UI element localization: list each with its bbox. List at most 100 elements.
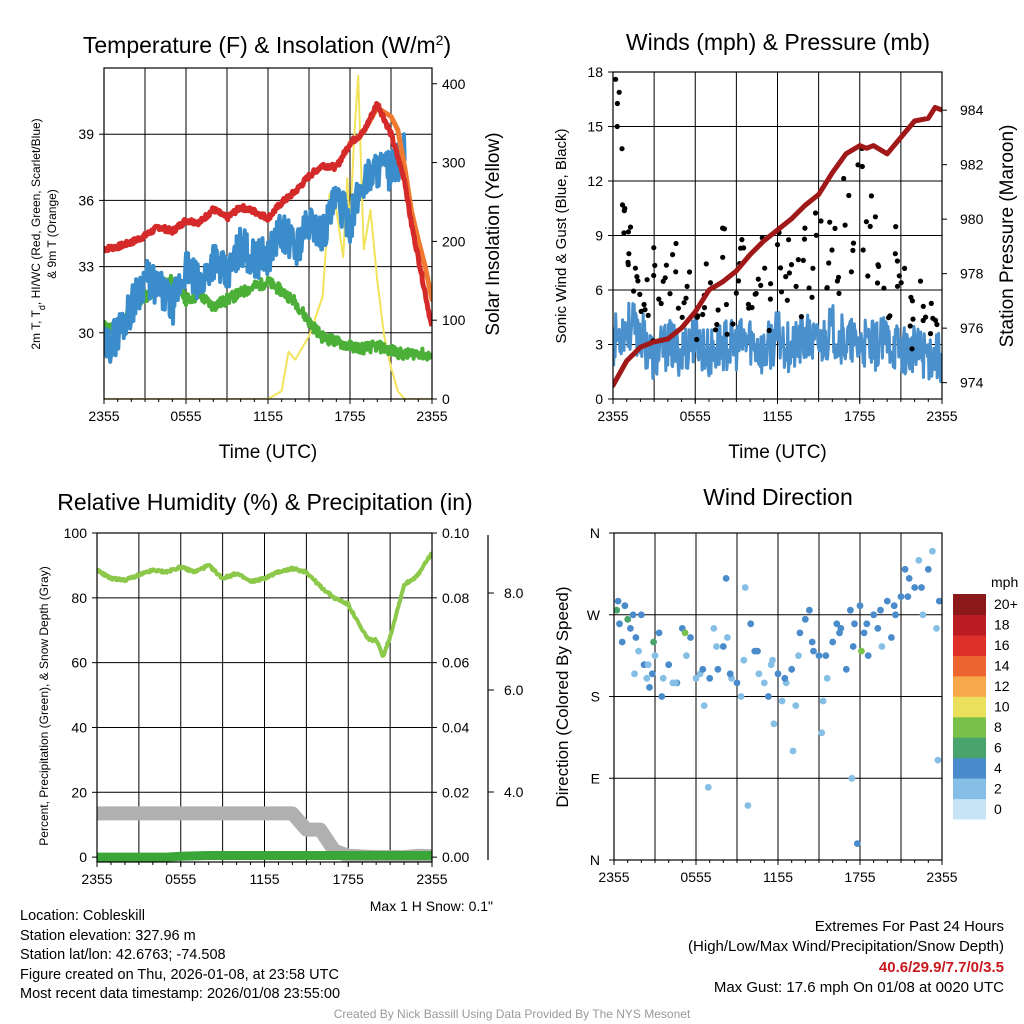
direction-point: [770, 720, 778, 728]
snow-annotation: Max 1 H Snow: 0.1": [370, 898, 493, 914]
direction-point: [858, 647, 865, 655]
direction-point: [870, 611, 878, 619]
dir-xtick-label: 2355: [926, 869, 957, 885]
direction-point: [687, 634, 694, 641]
gust-point: [700, 311, 706, 318]
gust-point: [735, 278, 742, 284]
temp-title-sup: 2: [436, 32, 444, 48]
direction-point: [635, 647, 642, 655]
gust-point: [745, 301, 752, 307]
direction-point: [659, 674, 667, 682]
gust-point: [658, 300, 664, 307]
direction-point: [810, 647, 817, 655]
rh-y2tick-label: 0.00: [442, 849, 469, 865]
temp-ylabel-right: Solar Insolation (Yellow): [483, 132, 504, 335]
gust-point: [762, 265, 768, 271]
direction-point: [792, 702, 800, 709]
direction-point: [897, 593, 905, 600]
wind-ylabel-right: Station Pressure (Maroon): [997, 125, 1018, 348]
rh-y2tick-label: 0.04: [442, 719, 469, 735]
dir-ytick-label: E: [591, 770, 600, 786]
gust-point: [802, 225, 808, 231]
gust-point: [786, 237, 792, 243]
gust-point: [846, 192, 852, 199]
gust-point: [872, 214, 879, 220]
gust-point: [777, 265, 784, 271]
rh-xtick-label: 1155: [249, 871, 279, 887]
direction-point: [706, 674, 714, 682]
rh-ytick-label: 80: [71, 590, 87, 606]
gust-point: [673, 269, 679, 275]
gust-point: [842, 222, 848, 228]
colorbar-label: 12: [994, 678, 1010, 694]
gust-point: [927, 331, 934, 337]
gust-point: [621, 208, 627, 214]
gust-point: [801, 236, 808, 242]
direction-point: [651, 652, 659, 659]
direction-point: [646, 684, 653, 691]
temp-ylabel-part: , HI/WC (Red, Green, Scarlet/Blue): [29, 118, 43, 305]
gust-point: [626, 251, 632, 257]
direction-point: [848, 774, 856, 782]
gust-point: [730, 321, 736, 327]
colorbar-label: 14: [994, 658, 1010, 674]
dir-plot: [614, 533, 942, 860]
direction-point: [892, 611, 899, 619]
direction-point: [616, 620, 623, 628]
gust-point: [893, 224, 899, 230]
rh-xtick-label: 1755: [333, 871, 364, 887]
direction-point: [629, 611, 637, 619]
rh-ytick-label: 40: [71, 719, 87, 735]
gust-point: [806, 285, 812, 291]
direction-point: [760, 679, 768, 687]
gust-point: [715, 307, 721, 313]
direction-point: [849, 643, 857, 650]
gust-point: [720, 254, 726, 260]
wind-ytick-label: 15: [587, 119, 603, 135]
wind-y2tick-label: 974: [960, 375, 984, 391]
gust-point: [625, 262, 631, 268]
gust-point: [675, 305, 682, 311]
gust-point: [827, 219, 833, 225]
colorbar-swatch: [953, 798, 986, 820]
gust-point: [812, 210, 819, 216]
gust-point: [829, 247, 835, 253]
gust-point: [637, 291, 643, 297]
gust-point: [894, 258, 901, 264]
direction-point: [722, 575, 730, 582]
dir-xtick-label: 1755: [844, 869, 875, 885]
gust-point: [733, 290, 739, 296]
gust-point: [874, 280, 881, 286]
gust-point: [673, 240, 679, 247]
dir-ylabel: Direction (Colored By Speed): [553, 586, 572, 807]
gust-point: [662, 275, 668, 281]
gust-point: [860, 247, 866, 253]
gust-point: [920, 303, 926, 309]
gust-point: [684, 283, 690, 289]
colorbar-label: 16: [994, 637, 1010, 653]
temp-title: Temperature (F) & Insolation (W/m2): [83, 32, 451, 58]
rh-y2tick-label: 0.10: [442, 525, 469, 541]
direction-point: [719, 643, 727, 650]
direction-point: [801, 615, 809, 623]
gust-point: [656, 296, 662, 302]
relative-humidity-line: [97, 551, 432, 658]
colorbar-swatch: [953, 655, 986, 677]
direction-point: [901, 565, 909, 573]
temp-y2tick-label: 200: [442, 233, 466, 249]
direction-point: [789, 747, 797, 755]
gust-point: [850, 240, 857, 246]
gust-point: [826, 260, 832, 266]
temp-ylabel-line2: & 9m T (Orange): [45, 189, 59, 279]
wind-y2tick-label: 978: [960, 266, 984, 282]
gust-point: [712, 327, 719, 333]
gust-point: [898, 280, 904, 286]
dir-ytick-label: S: [591, 689, 600, 705]
direction-point: [741, 584, 749, 591]
station-latlon: Station lat/lon: 42.6763; -74.508: [20, 947, 226, 964]
rh-y2tick-label: 0.08: [442, 590, 469, 606]
gust-point: [753, 290, 759, 297]
gust-point: [768, 281, 774, 287]
gust-point: [774, 242, 781, 248]
gust-point: [723, 301, 730, 308]
